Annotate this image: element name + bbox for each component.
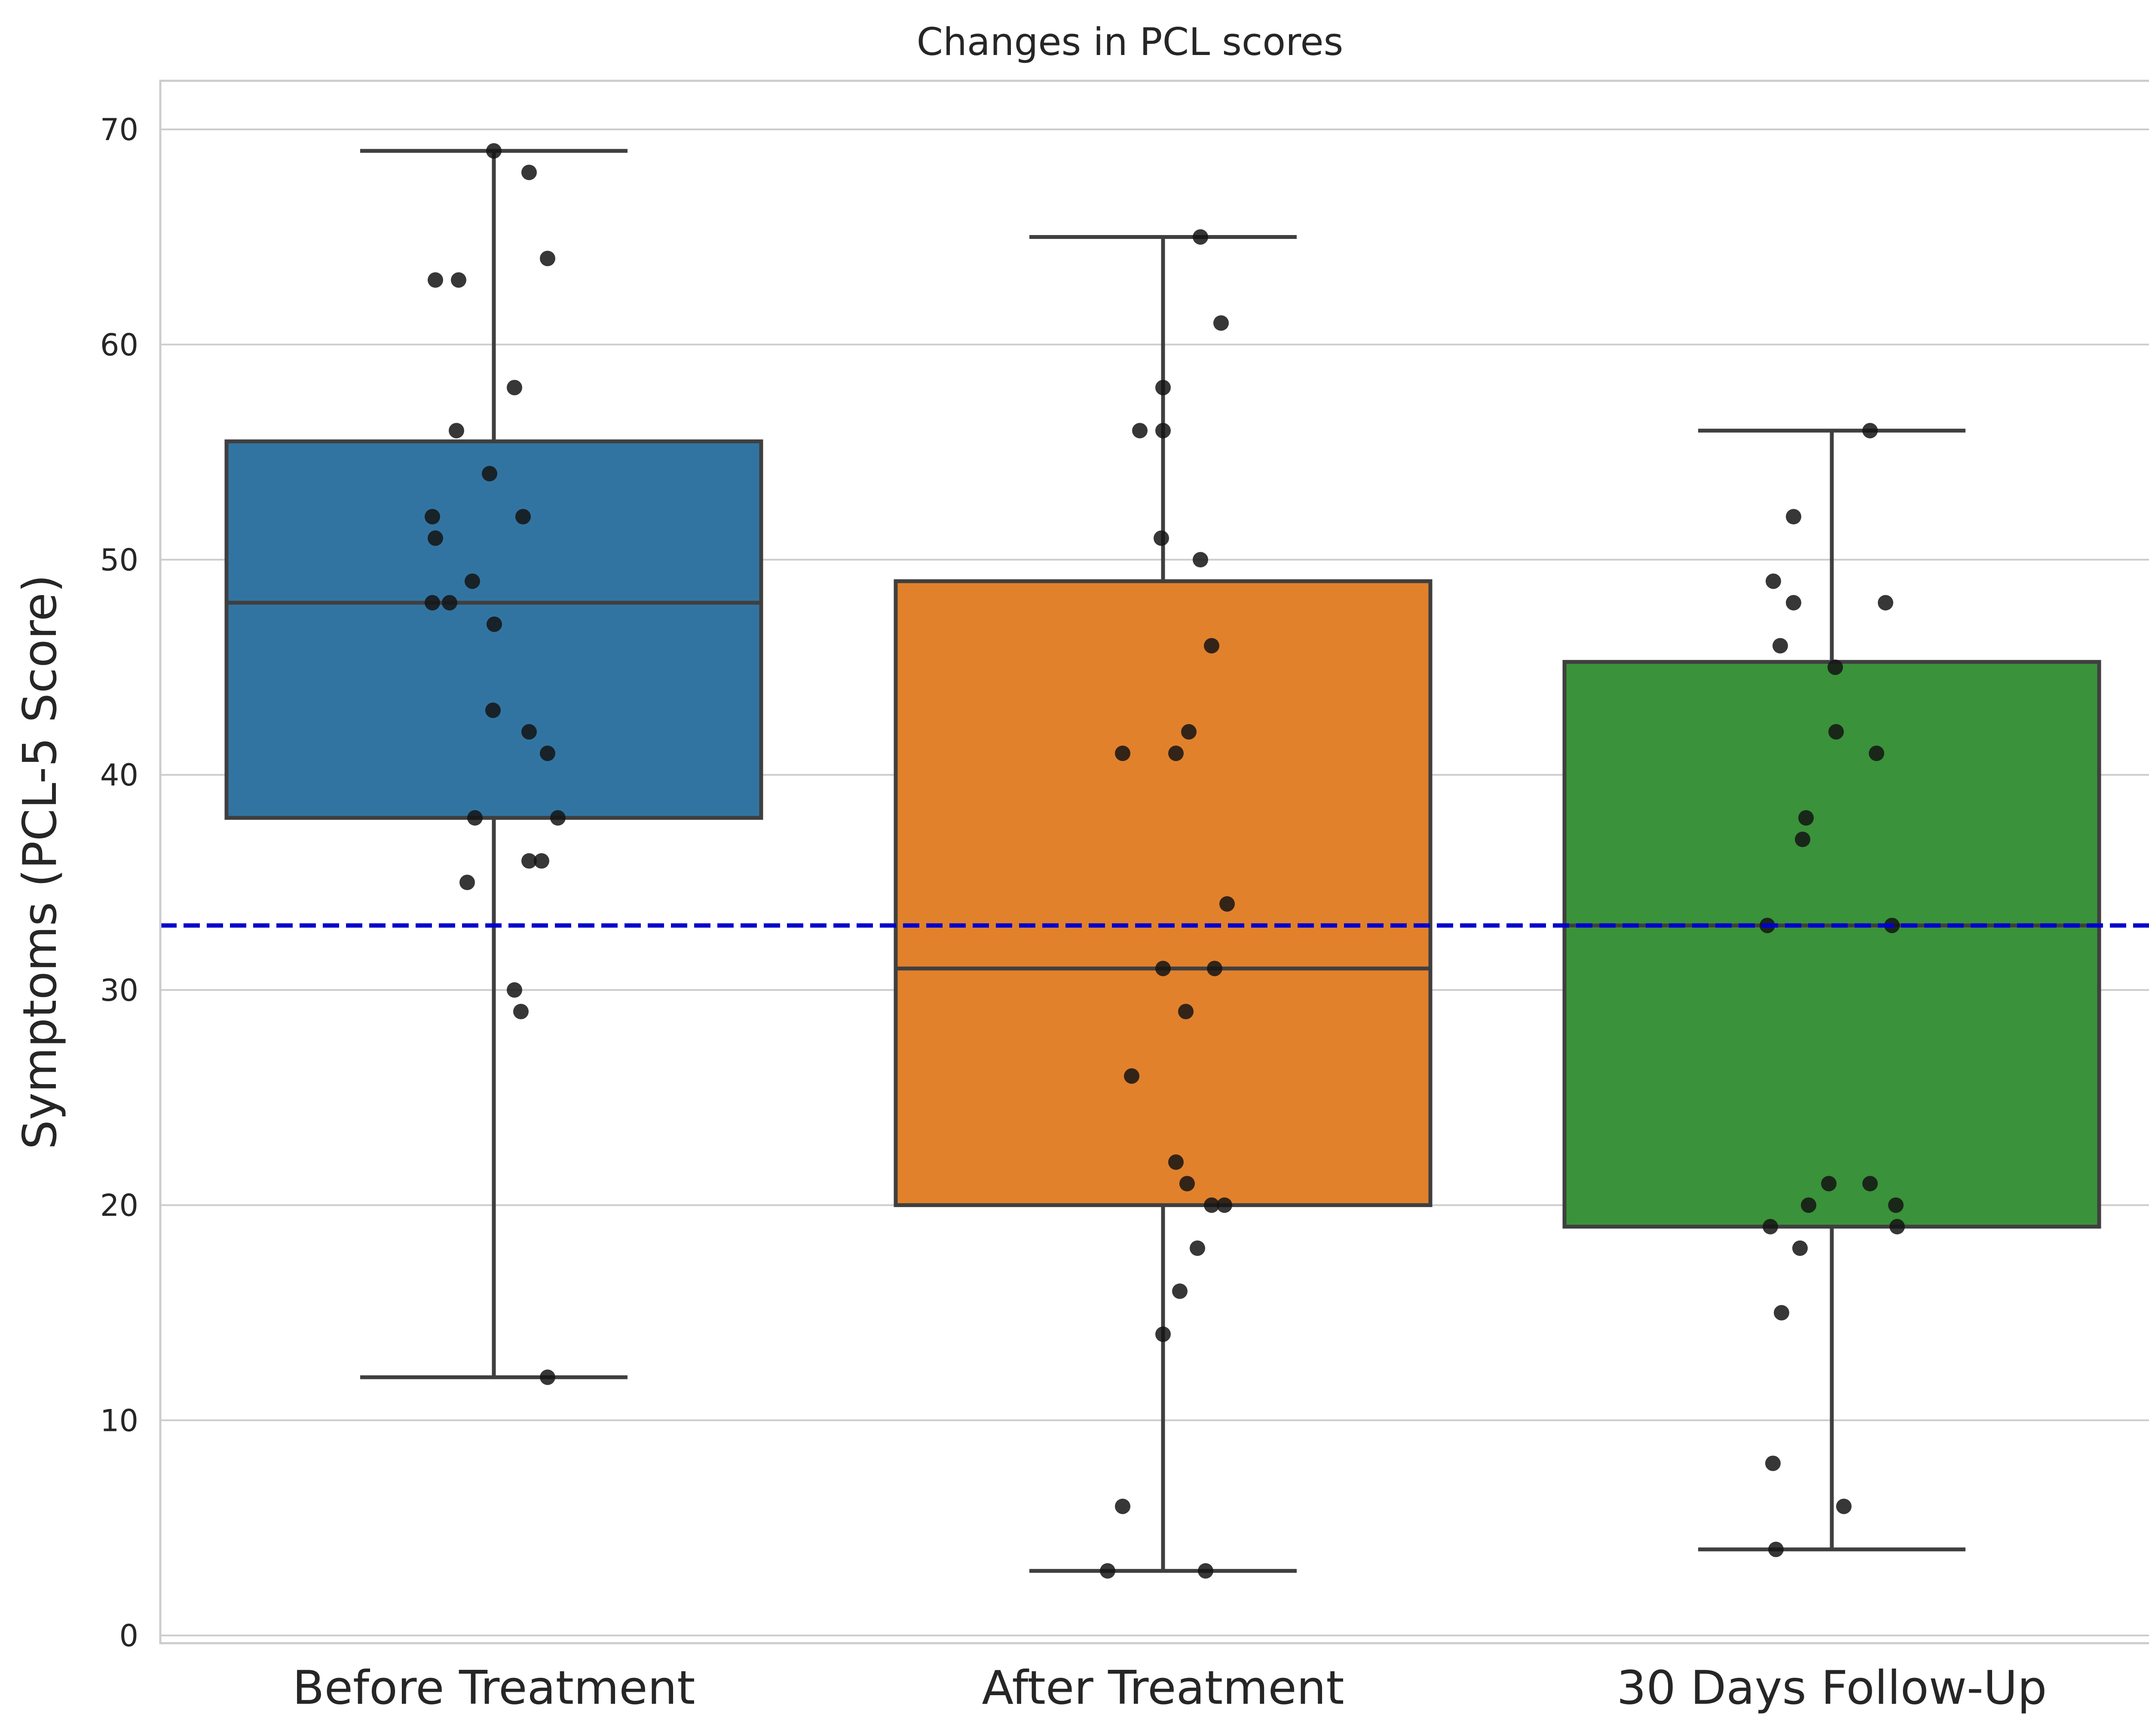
- y-tick-label: 60: [100, 327, 138, 363]
- data-point: [1190, 1240, 1205, 1256]
- data-point: [540, 746, 555, 761]
- x-tick-label: 30 Days Follow-Up: [1617, 1661, 2047, 1715]
- data-point: [1193, 552, 1208, 568]
- data-point: [1795, 831, 1810, 847]
- data-point: [1193, 229, 1208, 245]
- data-point: [540, 1369, 555, 1385]
- data-point: [507, 379, 522, 395]
- data-point: [1168, 746, 1184, 761]
- data-point: [428, 530, 443, 546]
- data-point: [1154, 530, 1169, 546]
- data-point: [1786, 595, 1801, 611]
- data-point: [1792, 1240, 1808, 1256]
- y-axis-ticks: 0 10 20 30 40 50 60 70: [100, 112, 138, 1653]
- y-tick-label: 0: [119, 1618, 138, 1653]
- data-point: [486, 143, 502, 159]
- data-point: [1168, 1154, 1184, 1170]
- data-point: [1862, 423, 1878, 439]
- data-point: [1889, 1219, 1905, 1235]
- data-points: [425, 143, 1905, 1579]
- data-point: [507, 982, 522, 998]
- data-point: [1836, 1498, 1852, 1514]
- data-point: [1774, 1305, 1789, 1320]
- y-tick-label: 40: [100, 758, 138, 793]
- data-point: [1798, 810, 1814, 826]
- data-point: [1204, 1197, 1219, 1213]
- box-iqr: [894, 579, 1433, 1207]
- data-point: [467, 810, 483, 826]
- data-point: [1888, 1197, 1904, 1213]
- boxes: [224, 149, 2101, 1573]
- data-point: [1213, 315, 1229, 331]
- data-point: [482, 466, 497, 482]
- y-tick-label: 70: [100, 112, 138, 147]
- y-tick-label: 10: [100, 1403, 138, 1438]
- data-point: [515, 509, 531, 525]
- x-tick-label: Before Treatment: [293, 1661, 695, 1715]
- data-point: [465, 573, 480, 589]
- data-point: [1178, 1003, 1194, 1019]
- data-point: [1772, 638, 1788, 654]
- data-point: [1155, 960, 1171, 976]
- data-point: [1204, 638, 1219, 654]
- data-point: [1768, 1541, 1784, 1557]
- data-point: [513, 1003, 529, 1019]
- data-point: [1155, 1326, 1171, 1342]
- data-point: [1115, 1498, 1130, 1514]
- chart-title: Changes in PCL scores: [917, 20, 1344, 64]
- y-axis-label: Symptoms (PCL-5 Score): [13, 575, 67, 1149]
- data-point: [1132, 423, 1148, 439]
- y-tick-label: 20: [100, 1188, 138, 1223]
- box-iqr: [1562, 660, 2101, 1229]
- data-point: [1801, 1197, 1816, 1213]
- data-point: [1155, 423, 1171, 439]
- data-point: [425, 595, 440, 611]
- data-point: [540, 251, 555, 266]
- data-point: [1181, 724, 1197, 740]
- data-point: [1219, 896, 1235, 912]
- data-point: [521, 724, 537, 740]
- data-point: [1124, 1068, 1139, 1084]
- data-point: [1179, 1176, 1195, 1192]
- data-point: [1198, 1563, 1213, 1579]
- data-point: [1100, 1563, 1115, 1579]
- data-point: [449, 423, 464, 439]
- data-point: [1878, 595, 1893, 611]
- data-point: [521, 853, 537, 869]
- data-point: [1115, 746, 1130, 761]
- data-point: [459, 874, 475, 890]
- data-point: [550, 810, 566, 826]
- data-point: [534, 853, 549, 869]
- data-point: [1821, 1176, 1837, 1192]
- data-point: [1786, 509, 1801, 525]
- data-point: [442, 595, 457, 611]
- data-point: [428, 272, 443, 288]
- data-point: [1155, 379, 1171, 395]
- data-point: [1207, 960, 1222, 976]
- data-point: [1828, 724, 1844, 740]
- data-point: [1828, 659, 1843, 675]
- x-axis-labels: Before Treatment After Treatment 30 Days F…: [293, 1661, 2047, 1715]
- data-point: [485, 702, 501, 718]
- y-tick-label: 50: [100, 543, 138, 578]
- plot-area-frame: [159, 79, 2149, 1644]
- data-point: [487, 616, 502, 632]
- data-point: [521, 165, 537, 180]
- data-point: [1217, 1197, 1232, 1213]
- data-point: [1763, 1219, 1778, 1235]
- x-tick-label: After Treatment: [982, 1661, 1344, 1715]
- data-point: [1172, 1283, 1188, 1299]
- data-point: [1869, 746, 1884, 761]
- y-tick-label: 30: [100, 973, 138, 1008]
- data-point: [425, 509, 440, 525]
- data-point: [1862, 1176, 1878, 1192]
- data-point: [1766, 573, 1781, 589]
- data-point: [1765, 1455, 1781, 1471]
- data-point: [451, 272, 466, 288]
